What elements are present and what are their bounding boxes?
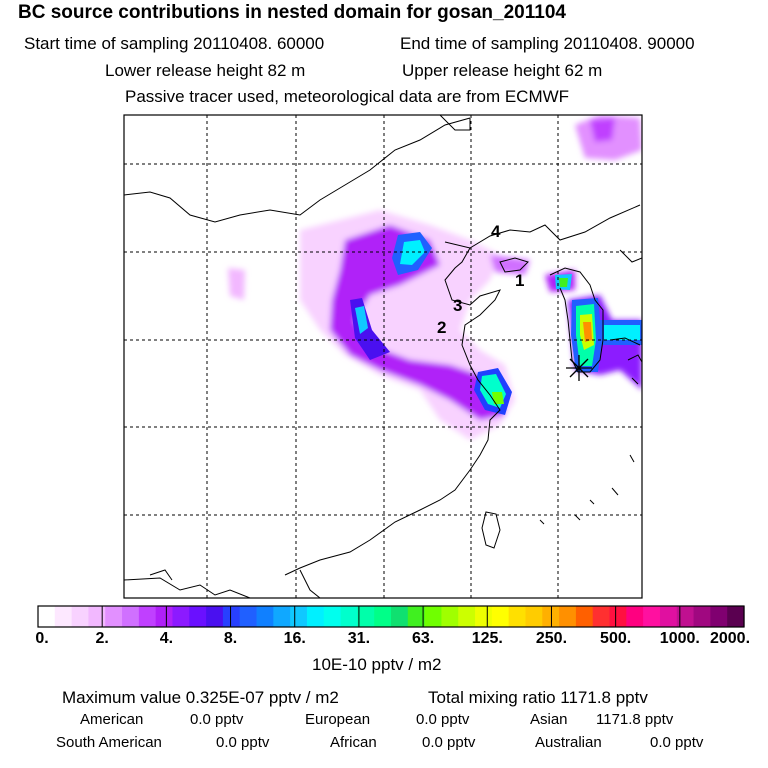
colorbar-cell xyxy=(105,606,123,627)
colorbar-cell xyxy=(290,606,308,627)
total-mixing-label: Total mixing ratio 1171.8 pptv xyxy=(428,688,648,707)
colorbar-cell xyxy=(508,606,527,627)
colorbar-cell xyxy=(222,606,241,627)
colorbar-cell xyxy=(676,606,695,627)
colorbar-cell xyxy=(441,606,459,627)
colorbar-cell xyxy=(458,606,476,627)
colorbar-tick-label: 16. xyxy=(283,630,306,647)
graticule xyxy=(124,115,642,598)
colorbar-tick-label: 4. xyxy=(159,630,174,647)
colorbar-cell xyxy=(38,606,56,627)
colorbar-cell xyxy=(659,606,678,627)
plume-west-patch xyxy=(228,268,245,300)
colorbar-cell xyxy=(559,606,577,627)
region-name-south-american: South American xyxy=(56,734,162,751)
receptor-star-icon xyxy=(566,355,592,381)
colorbar-cell xyxy=(323,606,342,627)
colorbar-cells xyxy=(38,606,745,627)
colorbar-cell xyxy=(172,606,190,627)
lower-release-label: Lower release height 82 m xyxy=(105,61,306,80)
colorbar-cell xyxy=(693,606,711,627)
colorbar-cell xyxy=(575,606,594,627)
colorbar-cell xyxy=(239,606,258,627)
region-name-asian: Asian xyxy=(530,711,568,728)
colorbar-tick-label: 250. xyxy=(535,630,568,647)
colorbar-cell xyxy=(710,606,728,627)
colorbar-cell xyxy=(374,606,392,627)
region-name-australian: Australian xyxy=(535,734,602,751)
chart-title: BC source contributions in nested domain… xyxy=(18,2,566,23)
colorbar-cell xyxy=(71,606,90,627)
colorbar-cell xyxy=(609,606,627,627)
region-value-european: 0.0 pptv xyxy=(416,711,470,728)
plume-core-west-cyan xyxy=(355,306,368,334)
colorbar-cell xyxy=(391,606,409,627)
colorbar-tick-label: 63. xyxy=(411,630,435,647)
colorbar-tick-label: 0. xyxy=(35,630,49,647)
region-value-asian: 1171.8 pptv xyxy=(596,711,674,728)
colorbar-cell xyxy=(306,606,325,627)
colorbar-dividers xyxy=(101,606,681,627)
plume-core-japan-cyan xyxy=(604,325,640,340)
site-label-3: 3 xyxy=(453,296,462,315)
colorbar-cell xyxy=(138,606,157,627)
colorbar-tick-label: 8. xyxy=(223,630,238,647)
colorbar-cell xyxy=(475,606,493,627)
site-label-4: 4 xyxy=(491,222,501,241)
colorbar-cell xyxy=(525,606,543,627)
colorbar-cell xyxy=(592,606,611,627)
plume-core-south-green xyxy=(492,392,504,404)
start-time-label: Start time of sampling 20110408. 60000 xyxy=(24,34,325,53)
colorbar-cell xyxy=(273,606,291,627)
end-time-label: End time of sampling 20110408. 90000 xyxy=(400,34,695,53)
region-value-australian: 0.0 pptv xyxy=(650,734,704,751)
colorbar-cell xyxy=(256,606,274,627)
plume-band xyxy=(330,225,505,420)
plume-core-korea-west-green xyxy=(559,278,568,287)
colorbar-tick-label: 1000. xyxy=(659,630,700,647)
tracer-label: Passive tracer used, meteorological data… xyxy=(125,87,570,106)
upper-release-label: Upper release height 62 m xyxy=(402,61,603,80)
site-label-1: 1 xyxy=(515,271,524,290)
colorbar-cell xyxy=(357,606,375,627)
colorbar-tick-label: 2. xyxy=(95,630,109,647)
plume-layer xyxy=(228,115,642,440)
colorbar-cell xyxy=(155,606,174,627)
colorbar-cell xyxy=(206,606,224,627)
colorbar-unit-label: 10E-10 pptv / m2 xyxy=(312,655,442,674)
colorbar-frame xyxy=(37,605,745,628)
region-value-african: 0.0 pptv xyxy=(422,734,476,751)
colorbar-cell xyxy=(122,606,140,627)
colorbar-cell xyxy=(643,606,661,627)
max-value-label: Maximum value 0.325E-07 pptv / m2 xyxy=(62,688,339,707)
map-frame xyxy=(123,114,643,599)
colorbar-cell xyxy=(424,606,443,627)
colorbar-cell xyxy=(491,606,510,627)
colorbar-cell xyxy=(189,606,207,627)
colorbar-cell xyxy=(88,606,106,627)
colorbar-cell xyxy=(340,606,358,627)
plume-north-core xyxy=(590,118,615,142)
colorbar-cell xyxy=(626,606,644,627)
region-name-european: European xyxy=(305,711,371,728)
region-value-american: 0.0 pptv xyxy=(190,711,244,728)
plume-core-korea-orange xyxy=(583,322,592,342)
colorbar-cell xyxy=(407,606,426,627)
region-value-south-american: 0.0 pptv xyxy=(216,734,270,751)
colorbar-tick-label: 31. xyxy=(347,630,371,647)
colorbar-tick-label: 500. xyxy=(600,630,632,647)
region-name-american: American xyxy=(80,711,144,728)
site-label-2: 2 xyxy=(437,318,446,337)
colorbar-cell xyxy=(727,606,745,627)
colorbar-tick-label: 2000. xyxy=(709,630,751,647)
coastlines xyxy=(124,115,642,598)
colorbar-cell xyxy=(54,606,73,627)
colorbar-tick-label: 125. xyxy=(471,630,503,647)
region-name-african: African xyxy=(330,734,377,751)
